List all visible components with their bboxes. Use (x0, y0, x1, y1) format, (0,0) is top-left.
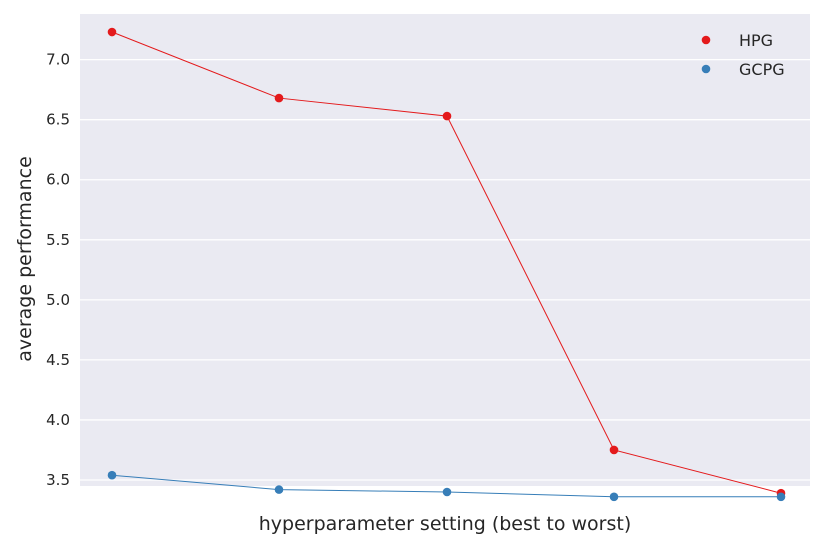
y-tick-label: 4.5 (46, 351, 70, 369)
data-point-hpg (107, 27, 117, 37)
data-point-gcpg (442, 487, 452, 497)
y-tick-labels: 3.5 4.0 4.5 5.0 5.5 6.0 6.5 7.0 (46, 51, 70, 489)
y-tick-label: 4.0 (46, 411, 70, 429)
y-tick-label: 3.5 (46, 471, 70, 489)
y-tick-label: 6.0 (46, 171, 70, 189)
legend-marker (701, 35, 711, 45)
legend-item-hpg: HPG (701, 31, 773, 50)
data-point-gcpg (609, 492, 619, 502)
data-point-gcpg (107, 470, 117, 480)
y-tick-label: 7.0 (46, 51, 70, 69)
data-point-hpg (609, 445, 619, 455)
series-hpg (107, 27, 786, 498)
legend-label: HPG (739, 31, 773, 50)
x-axis-title: hyperparameter setting (best to worst) (259, 513, 632, 535)
plot-background (80, 14, 810, 486)
legend-marker (701, 64, 711, 74)
legend-item-gcpg: GCPG (701, 60, 785, 79)
y-tick-label: 5.5 (46, 231, 70, 249)
data-point-hpg (274, 93, 284, 103)
legend: HPG GCPG (701, 31, 785, 79)
y-tick-label: 6.5 (46, 111, 70, 129)
y-tick-label: 5.0 (46, 291, 70, 309)
data-point-gcpg (274, 485, 284, 494)
y-axis-title: average performance (14, 156, 36, 362)
data-point-gcpg (776, 492, 786, 502)
data-point-hpg (442, 111, 452, 121)
grid-lines (80, 58, 810, 481)
series-gcpg (107, 470, 786, 502)
series-layer (107, 27, 786, 502)
legend-label: GCPG (739, 60, 785, 79)
